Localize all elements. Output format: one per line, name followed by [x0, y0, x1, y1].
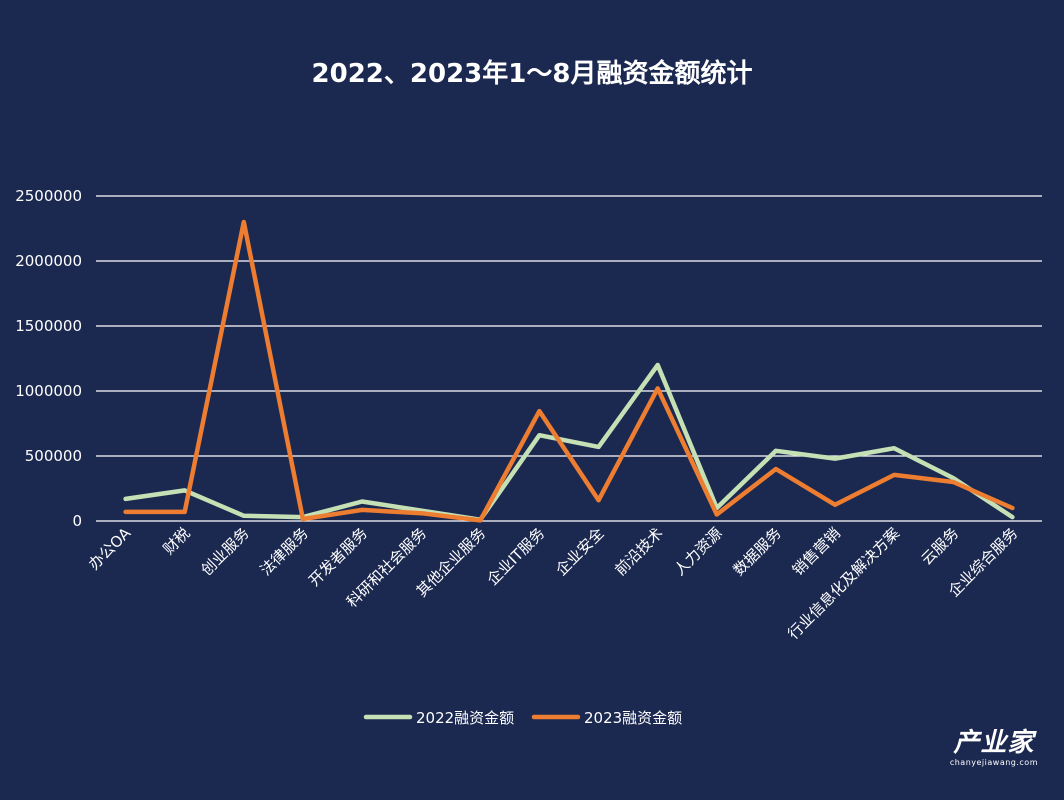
- legend: 2022融资金额 2023融资金额: [363, 709, 682, 727]
- x-tick-label: 创业服务: [197, 524, 252, 579]
- chart-title: 2022、2023年1～8月融资金额统计: [312, 58, 753, 89]
- x-tick-label: 销售营销: [789, 524, 844, 579]
- series-lines: [123, 219, 1015, 523]
- x-tick-label: 行业信息化及解决方案: [784, 524, 903, 643]
- y-tick-label: 2000000: [15, 252, 82, 270]
- y-axis-ticks: 0 500000 1000000 1500000 2000000 2500000: [15, 187, 82, 530]
- y-tick-label: 500000: [25, 447, 82, 465]
- legend-label: 2023融资金额: [584, 709, 682, 727]
- y-tick-label: 1500000: [15, 317, 82, 335]
- series-line-1: [123, 362, 1015, 522]
- x-tick-label: 法律服务: [257, 524, 312, 579]
- x-tick-label: 财税: [160, 524, 194, 558]
- x-tick-label: 前沿技术: [611, 524, 666, 579]
- x-tick-label: 企业IT服务: [483, 524, 548, 589]
- x-tick-label: 办公OA: [85, 524, 135, 574]
- watermark-logo: 产业家: [953, 728, 1035, 758]
- y-tick-label: 1000000: [15, 382, 82, 400]
- x-tick-label: 云服务: [918, 524, 963, 569]
- series-line-2: [123, 219, 1015, 523]
- x-tick-label: 数据服务: [730, 524, 785, 579]
- x-tick-label: 企业安全: [552, 524, 607, 579]
- watermark-url: chanyejiawang.com: [949, 758, 1038, 767]
- x-tick-label: 人力资源: [670, 524, 725, 579]
- legend-label: 2022融资金额: [416, 709, 514, 727]
- y-tick-label: 0: [72, 512, 82, 530]
- brand-watermark: 产业家 chanyejiawang.com: [950, 728, 1038, 768]
- y-tick-label: 2500000: [15, 187, 82, 205]
